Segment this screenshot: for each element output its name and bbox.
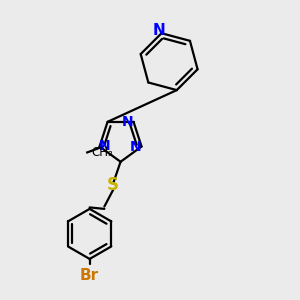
Text: Br: Br — [80, 268, 99, 283]
Text: CH₃: CH₃ — [91, 146, 113, 159]
Text: N: N — [153, 23, 166, 38]
Text: S: S — [107, 176, 119, 194]
Text: N: N — [122, 115, 134, 129]
Text: N: N — [99, 139, 111, 153]
Text: N: N — [130, 140, 142, 154]
